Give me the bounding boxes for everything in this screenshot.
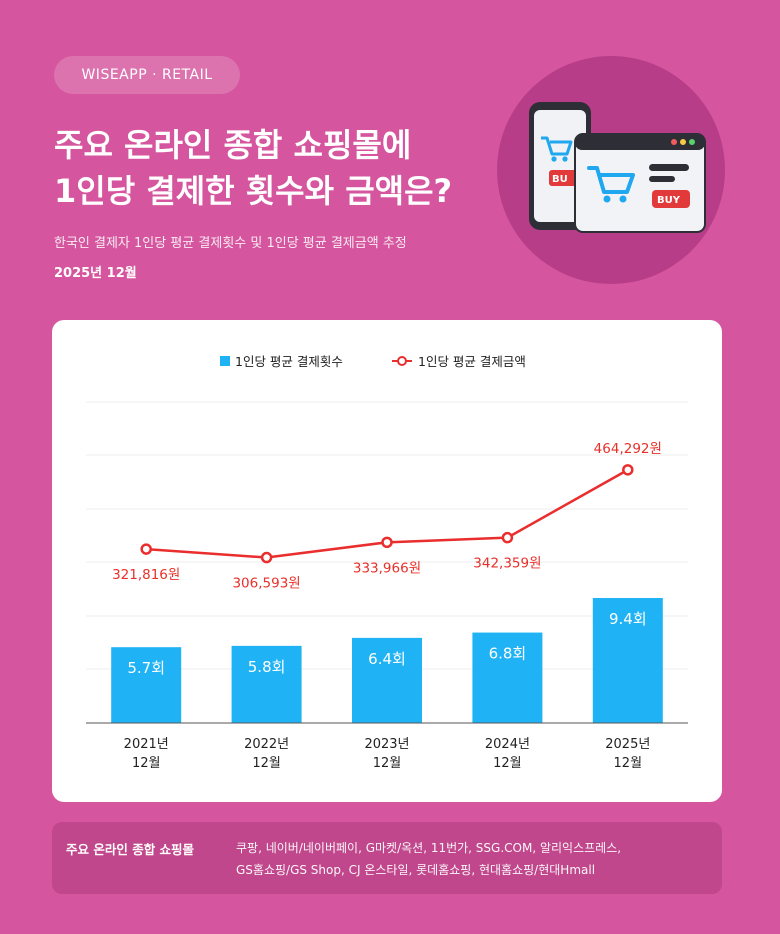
line-value-label: 342,359원: [473, 556, 541, 572]
line-point: [140, 543, 152, 555]
brand-badge: WISEAPP · RETAIL: [54, 56, 240, 94]
buy-label: BUY: [657, 195, 681, 206]
legend: 1인당 평균 결제횟수 1인당 평균 결제금액: [220, 354, 526, 369]
combo-chart: 1인당 평균 결제횟수 1인당 평균 결제금액 5.7회 5.8회 6.4회 6.8회…: [86, 354, 688, 771]
line-point: [501, 531, 514, 544]
line-value-label: 464,292원: [594, 441, 662, 457]
legend-label-bar: 1인당 평균 결제횟수: [235, 354, 343, 369]
title-line-1: 주요 온라인 종합 쇼핑몰에: [54, 126, 412, 164]
bar-value-label: 9.4회: [609, 610, 647, 628]
bar-value-label: 6.4회: [368, 650, 406, 668]
title-line-2: 1인당 결제한 횟수와 금액은?: [54, 172, 453, 210]
page-subtitle: 한국인 결제자 1인당 평균 결제횟수 및 1인당 평균 결제금액 추정: [54, 236, 407, 251]
x-tick-label: 12월: [252, 756, 281, 771]
x-tick-label: 12월: [373, 756, 402, 771]
footer-box: 주요 온라인 종합 쇼핑몰 쿠팡, 네이버/네이버페이, G마켓/옥션, 11번…: [52, 822, 722, 894]
bar-value-label: 5.8회: [248, 658, 286, 676]
legend-marker-line: [397, 356, 407, 366]
phone-buy-label: BU: [552, 174, 568, 185]
page-title: 주요 온라인 종합 쇼핑몰에 1인당 결제한 횟수와 금액은?: [54, 122, 452, 214]
line-value-label: 333,966원: [353, 560, 421, 576]
legend-swatch-bar: [220, 356, 230, 366]
footer-mall-list: 쿠팡, 네이버/네이버페이, G마켓/옥션, 11번가, SSG.COM, 알리…: [236, 837, 714, 881]
line-value-label: 321,816원: [112, 567, 180, 583]
x-tick-label: 12월: [614, 756, 643, 771]
bar: [592, 597, 663, 723]
bar: [231, 645, 302, 723]
x-tick-label: 12월: [493, 756, 522, 771]
chart-card: 1인당 평균 결제횟수 1인당 평균 결제금액 5.7회 5.8회 6.4회 6.8회…: [52, 320, 722, 802]
shopping-illustration: BU BUY: [497, 56, 725, 284]
x-tick-label: 2022년: [244, 737, 289, 752]
line-point: [260, 551, 273, 564]
line-point: [622, 464, 634, 476]
legend-label-line: 1인당 평균 결제금액: [418, 354, 526, 369]
x-tick-label: 2024년: [485, 737, 530, 752]
x-tick-label: 2021년: [124, 737, 169, 752]
line-point: [381, 536, 393, 549]
bar-value-label: 6.8회: [489, 645, 527, 663]
footer-list-line-2: GS홈쇼핑/GS Shop, CJ 온스타일, 롯데홈쇼핑, 현대홈쇼핑/현대H…: [236, 863, 596, 877]
line-value-label: 306,593원: [232, 576, 300, 592]
footer-label: 주요 온라인 종합 쇼핑몰: [66, 842, 195, 857]
x-tick-label: 12월: [132, 756, 161, 771]
x-tick-label: 2023년: [364, 737, 409, 752]
browser-window-icon: BUY: [574, 133, 706, 233]
bar: [111, 647, 182, 723]
bar: [472, 632, 543, 723]
report-date: 2025년 12월: [54, 266, 137, 281]
footer-list-line-1: 쿠팡, 네이버/네이버페이, G마켓/옥션, 11번가, SSG.COM, 알리…: [236, 841, 622, 855]
bar-value-label: 5.7회: [127, 659, 165, 677]
shopping-cart-icon: [587, 166, 635, 203]
bar: [352, 637, 422, 723]
x-tick-label: 2025년: [605, 737, 650, 752]
